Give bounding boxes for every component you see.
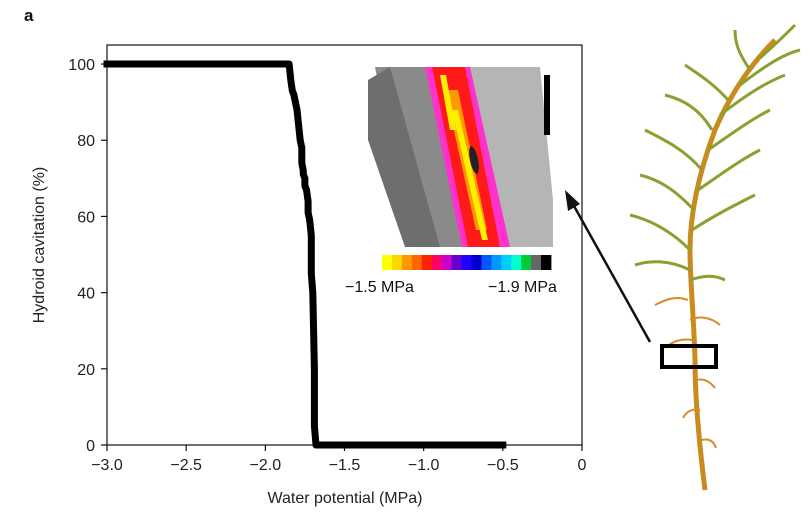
x-tick-label: −3.0	[91, 457, 123, 474]
x-axis: −3.0 −2.5 −2.0 −1.5 −1.0 −0.5 0	[91, 445, 587, 474]
colorbar-swatch	[461, 255, 472, 270]
y-tick-label: 100	[68, 57, 95, 74]
inset-image	[368, 67, 553, 247]
colorbar-swatch	[471, 255, 482, 270]
colorbar-swatch	[501, 255, 512, 270]
pointer-arrow	[565, 190, 652, 343]
colorbar-swatch	[431, 255, 443, 270]
y-tick-label: 60	[77, 209, 95, 226]
colorbar-swatch	[382, 255, 393, 270]
colorbar-swatch	[451, 255, 462, 270]
cavitation-band-yellow-top	[440, 75, 456, 130]
panel-letter: a	[24, 6, 34, 25]
moss-plant-illustration	[629, 23, 801, 491]
selection-box	[660, 344, 718, 369]
colorbar-swatch	[541, 255, 552, 270]
y-tick-label: 40	[77, 286, 95, 303]
cavitation-band-yellow	[452, 110, 488, 240]
dark-spot	[469, 146, 479, 174]
colorbar-swatch	[531, 255, 542, 270]
x-tick-label: −2.0	[250, 457, 282, 474]
y-tick-label: 0	[86, 438, 95, 455]
x-tick-label: 0	[578, 457, 587, 474]
colorbar-swatch	[441, 255, 452, 270]
colorbar-swatch	[421, 255, 433, 270]
x-axis-title: Water potential (MPa)	[267, 490, 422, 507]
colorbar	[382, 255, 552, 270]
scale-bar	[544, 75, 550, 135]
stem-tissue-right	[470, 67, 553, 247]
cavitation-curve	[103, 60, 507, 449]
colorbar-swatch	[401, 255, 413, 270]
colorbar-swatch	[411, 255, 423, 270]
y-axis-title: Hydroid cavitation (%)	[31, 167, 48, 324]
colorbar-left-label: −1.5 MPa	[345, 279, 414, 296]
y-tick-label: 80	[77, 133, 95, 150]
colorbar-swatch	[391, 255, 403, 270]
x-tick-label: −2.5	[170, 457, 202, 474]
y-axis: 0 20 40 60 80 100	[68, 57, 107, 455]
colorbar-swatch	[481, 255, 492, 270]
y-tick-label: 20	[77, 362, 95, 379]
x-tick-label: −0.5	[487, 457, 519, 474]
colorbar-right-label: −1.9 MPa	[488, 279, 557, 296]
stem-tissue-left	[368, 67, 440, 247]
x-tick-label: −1.0	[408, 457, 440, 474]
colorbar-swatch	[521, 255, 532, 270]
colorbar-swatch	[491, 255, 502, 270]
x-tick-label: −1.5	[329, 457, 361, 474]
colorbar-swatch	[511, 255, 522, 270]
